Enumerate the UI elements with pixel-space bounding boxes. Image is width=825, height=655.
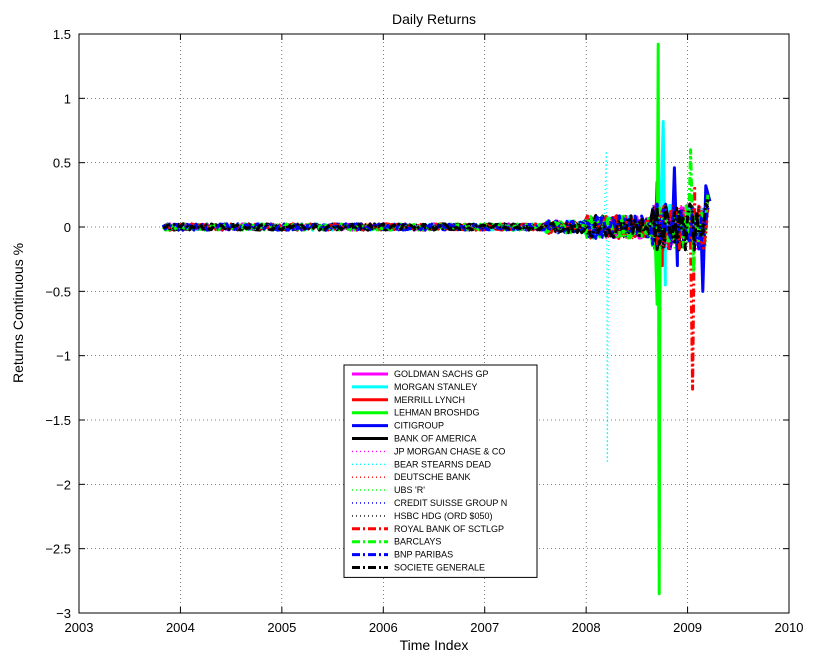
x-tick-label: 2008 — [572, 620, 601, 635]
legend-label: ROYAL BANK OF SCTLGP — [394, 524, 504, 534]
legend-label: BNP PARIBAS — [394, 550, 453, 560]
series-lines — [161, 42, 712, 596]
series-line-13 — [162, 148, 710, 274]
y-tick-label: −2 — [56, 477, 71, 492]
x-tick-label: 2009 — [673, 620, 702, 635]
y-tick-label: −2.5 — [45, 542, 71, 557]
x-tick-label: 2004 — [166, 620, 195, 635]
legend-label: MORGAN STANLEY — [394, 382, 477, 392]
series-line-15 — [163, 202, 710, 252]
legend-label: LEHMAN BROSHDG — [394, 408, 480, 418]
y-tick-label: 0 — [64, 220, 71, 235]
plot-area: 2003 2004 2005 2006 2007 2008 2009 2010 −3 −2.5 −2… — [45, 27, 803, 635]
y-tick-label: −1.5 — [45, 413, 71, 428]
legend-label: JP MORGAN CHASE & CO — [394, 446, 505, 456]
series-line-12 — [162, 186, 710, 391]
grid-lines — [79, 34, 789, 613]
y-tick-label: −3 — [56, 606, 71, 621]
legend: GOLDMAN SACHS GP MORGAN STANLEY MERRILL LY… — [343, 364, 538, 578]
y-axis-label: Returns Continuous % — [10, 243, 26, 383]
y-tick-label: 1 — [64, 91, 71, 106]
y-tick-label: 0.5 — [53, 156, 71, 171]
y-tick-label: −0.5 — [45, 284, 71, 299]
series-line-7 — [162, 150, 610, 462]
legend-label: BEAR STEARNS DEAD — [394, 459, 492, 469]
axis-ticks: 2003 2004 2005 2006 2007 2008 2009 2010 −3 −2.5 −2… — [45, 27, 803, 635]
legend-label: SOCIETE GENERALE — [394, 563, 485, 573]
y-tick-label: 1.5 — [53, 27, 71, 42]
legend-label: MERRILL LYNCH — [394, 395, 465, 405]
x-axis-label: Time Index — [400, 637, 469, 653]
x-tick-label: 2010 — [775, 620, 804, 635]
legend-label: CREDIT SUISSE GROUP N — [394, 498, 507, 508]
legend-label: GOLDMAN SACHS GP — [394, 369, 489, 379]
legend-label: BANK OF AMERICA — [394, 434, 477, 444]
x-tick-label: 2003 — [65, 620, 94, 635]
legend-label: CITIGROUP — [394, 421, 444, 431]
chart-title: Daily Returns — [392, 11, 476, 27]
legend-label: HSBC HDG (ORD $050) — [394, 511, 493, 521]
x-tick-label: 2007 — [470, 620, 499, 635]
legend-label: DEUTSCHE BANK — [394, 472, 471, 482]
legend-label: UBS 'R' — [394, 485, 425, 495]
x-tick-label: 2005 — [267, 620, 296, 635]
legend-label: BARCLAYS — [394, 537, 441, 547]
x-tick-label: 2006 — [369, 620, 398, 635]
axes-frame — [78, 33, 790, 614]
y-tick-label: −1 — [56, 349, 71, 364]
